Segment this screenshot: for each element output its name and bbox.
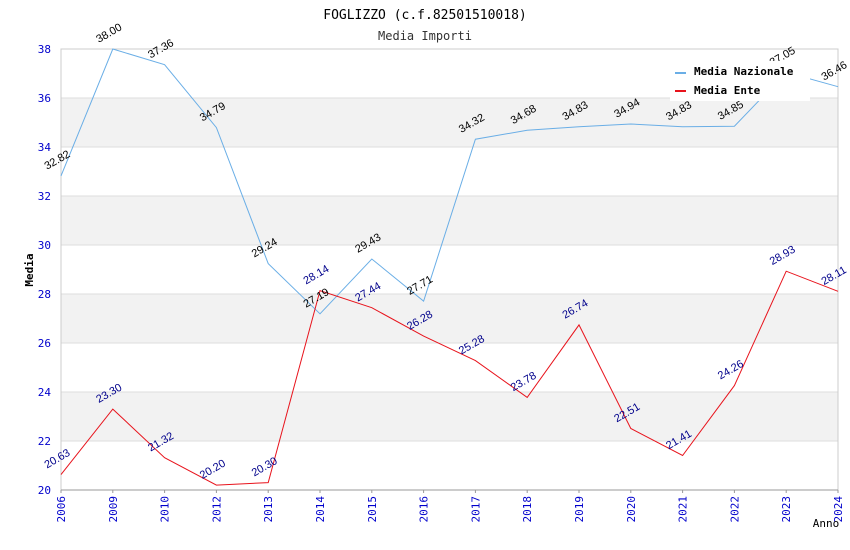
- x-tick-label: 2013: [262, 496, 275, 523]
- legend-label-nazionale: Media Nazionale: [694, 65, 794, 78]
- grid-lines: [61, 48, 838, 491]
- x-tick-label: 2017: [469, 496, 482, 523]
- grid-band: [61, 98, 838, 147]
- data-label-nazionale: 37.36: [146, 37, 176, 61]
- y-tick-label: 20: [38, 484, 51, 497]
- data-label-ente: 23.78: [509, 370, 539, 394]
- x-tick-label: 2016: [418, 496, 431, 523]
- x-tick-label: 2024: [832, 496, 845, 523]
- series-lines: [60, 48, 839, 486]
- legend-label-ente: Media Ente: [694, 84, 761, 97]
- data-label-ente: 28.11: [820, 264, 849, 288]
- x-tick-label: 2018: [521, 496, 534, 523]
- chart-title: FOGLIZZO (c.f.82501510018): [323, 8, 527, 23]
- x-tick-label: 2015: [366, 496, 379, 523]
- grid-band: [61, 392, 838, 441]
- x-tick-label: 2019: [573, 496, 586, 523]
- grid-bands: [61, 98, 838, 441]
- chart-subtitle: Media Importi: [378, 29, 472, 43]
- y-tick-label: 36: [38, 92, 51, 105]
- x-tick-label: 2010: [159, 496, 172, 523]
- y-tick-label: 38: [38, 43, 51, 56]
- y-tick-label: 30: [38, 239, 51, 252]
- x-tick-label: 2023: [780, 496, 793, 523]
- data-label-ente: 20.30: [250, 455, 280, 479]
- series-line-ente: [60, 270, 839, 486]
- series-line-nazionale: [60, 48, 839, 315]
- legend-box: [670, 61, 810, 101]
- data-label-ente: 28.93: [768, 244, 798, 268]
- x-tick-label: 2022: [728, 496, 741, 523]
- y-tick-label: 22: [38, 435, 51, 448]
- data-label-ente: 24.26: [716, 358, 746, 382]
- x-tick-label: 2020: [625, 496, 638, 523]
- y-tick-label: 32: [38, 190, 51, 203]
- legend: Media Nazionale Media Ente: [670, 61, 810, 101]
- x-tick-label: 2009: [107, 496, 120, 523]
- x-tick-label: 2012: [210, 496, 223, 523]
- data-label-nazionale: 36.46: [820, 59, 850, 83]
- grid-band: [61, 294, 838, 343]
- y-tick-label: 24: [38, 386, 52, 399]
- y-axis-label: Media: [23, 253, 36, 286]
- data-label-ente: 28.14: [302, 263, 332, 287]
- y-tick-label: 26: [38, 337, 51, 350]
- x-tick-label: 2006: [55, 496, 68, 523]
- y-tick-label: 34: [38, 141, 52, 154]
- data-label-nazionale: 38.00: [94, 21, 124, 45]
- x-tick-label: 2014: [314, 496, 327, 523]
- y-tick-label: 28: [38, 288, 51, 301]
- data-label-ente: 20.20: [198, 458, 228, 482]
- data-label-ente: 20.63: [43, 447, 73, 471]
- x-axis-label: Anno: [813, 517, 840, 530]
- x-tick-label: 2021: [677, 496, 690, 523]
